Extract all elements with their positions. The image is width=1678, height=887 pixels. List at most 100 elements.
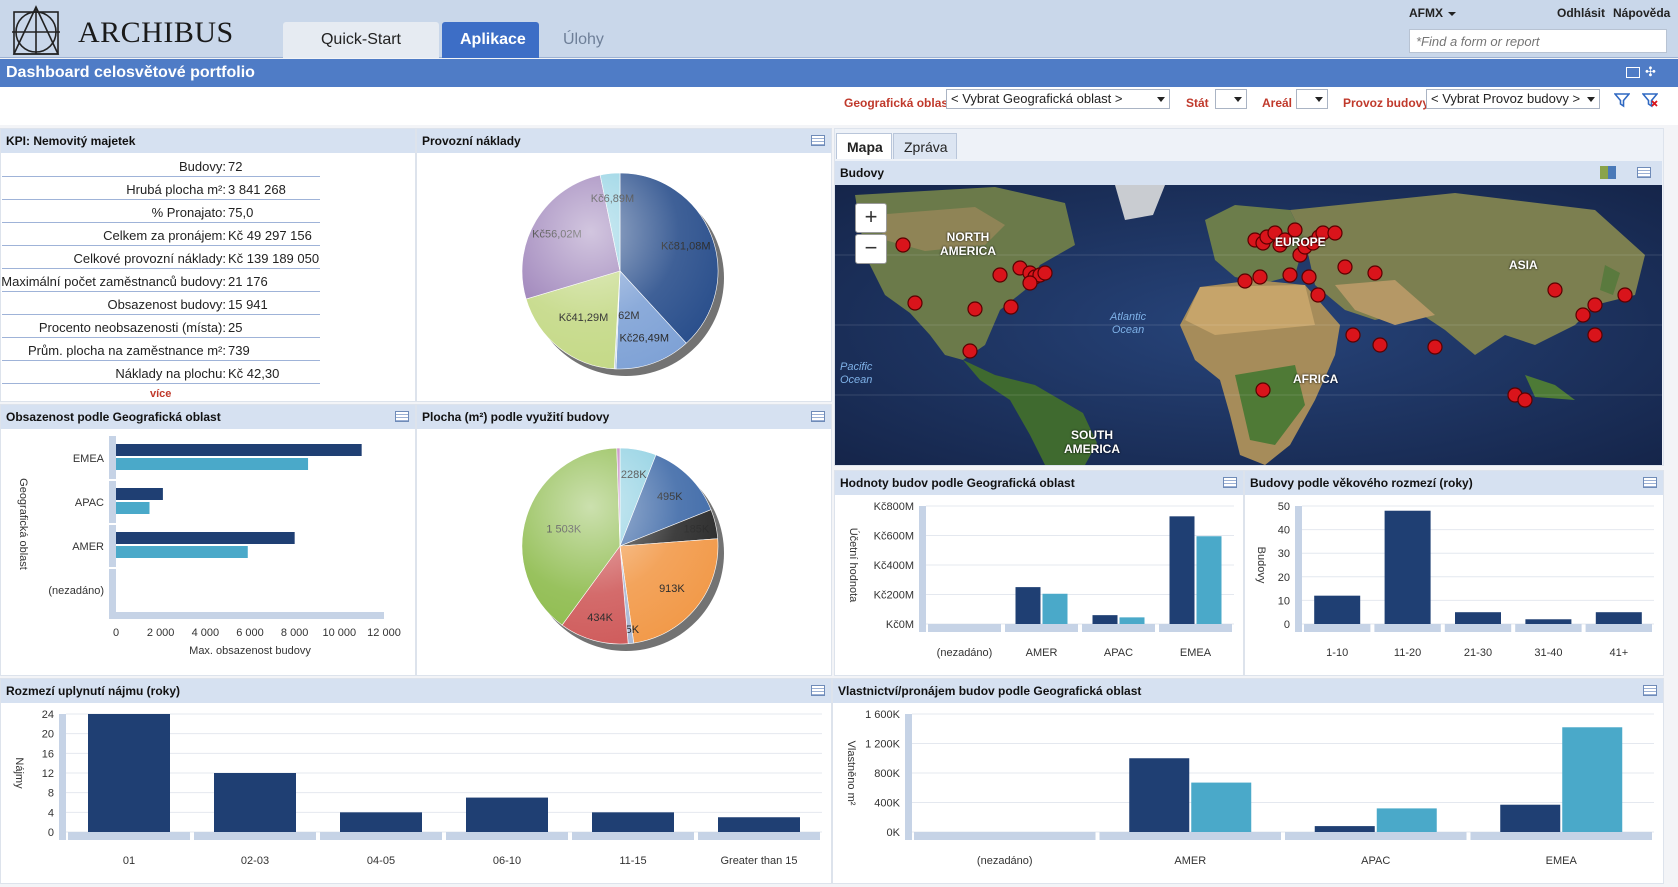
axis-bar [1515,624,1582,632]
axis-bar [914,832,1096,840]
grid-view-icon[interactable] [1643,685,1657,696]
bar [1129,758,1190,832]
kpi-label: Obsazenost budovy: [107,297,226,312]
map-label-africa: AFRICA [1293,372,1339,386]
building-marker [895,237,911,253]
layers-icon[interactable] [1600,166,1616,179]
pie-gloss [522,173,718,369]
building-marker [967,301,983,317]
mail-icon[interactable] [1626,67,1640,78]
grid-view-icon[interactable] [1223,477,1237,488]
kpi-value: Kč 139 189 050 [228,251,320,266]
bar [1196,536,1222,624]
kpi-label: Prům. plocha na zaměstnance m²: [28,343,226,358]
kpi-value: Kč 42,30 [228,366,280,381]
tick-label: 50 [1278,501,1290,513]
tab-applications[interactable]: Aplikace [442,22,539,58]
bar [1525,619,1572,624]
filter-label-site: Areál [1262,96,1293,110]
kpi-row: Náklady na plochu: Kč 42,30 [2,362,320,384]
grid-view-icon[interactable] [395,411,409,422]
category-label: (nezadáno) [937,647,993,659]
category-label: 11-20 [1394,647,1421,659]
category-label: AMER [72,541,104,553]
axis-label: Vlastněno m² [845,741,857,806]
grid-view-icon[interactable] [811,135,825,146]
category-label: 21-30 [1464,647,1492,659]
map-label-atlantic: Atlantic Ocean [1110,311,1147,336]
kpi-panel: KPI: Nemovitý majetek [0,128,416,402]
tick-label: 20 [42,729,54,741]
category-label: Greater than 15 [720,855,797,867]
clear-filter-icon[interactable] [1642,92,1658,108]
map-label-pacific: Pacific Ocean [840,361,873,386]
values-bar-chart: Kč0M Kč200M Kč400M Kč600M Kč800M (nezadáno) AM… [847,501,1234,659]
grid-view-icon[interactable] [1637,167,1651,178]
bar [592,812,674,832]
tab-quick-start-home[interactable]: Quick-Start Home [283,22,439,84]
building-marker [1255,382,1271,398]
building-marker [1327,225,1343,241]
grid-view-icon[interactable] [811,411,825,422]
building-marker [1287,222,1303,238]
country-select[interactable] [1215,89,1247,109]
axis-label: Geografická oblast [17,478,29,570]
category-label: APAC [1361,855,1390,867]
axis-bar [59,714,66,840]
tick-label: 1 600K [865,709,901,721]
tools-icon[interactable]: ✣ [1645,64,1656,79]
filter-icon[interactable] [1614,92,1630,108]
area-use-pie-chart: 228K495K185K913K35K434K1 503K [521,447,724,651]
pie-gloss [522,448,718,644]
occupancy-bar-chart: EMEA APAC AMER (nezadáno) 0 2 000 4 000 6 000 8 … [17,436,401,657]
zoom-out-button[interactable]: − [855,234,887,264]
help-link[interactable]: Nápověda [1613,6,1671,20]
bar [718,817,800,832]
logout-link[interactable]: Odhlásit [1557,6,1606,20]
op-costs-panel-title: Provozní náklady [417,129,831,153]
site-select[interactable] [1296,89,1328,109]
kpi-value: 3 841 268 [228,182,286,197]
region-select[interactable]: < Vybrat Geografická oblast > [946,89,1170,109]
axis-bar [572,832,694,840]
tab-map[interactable]: Mapa [836,133,892,159]
archibus-logo-icon[interactable] [8,4,238,56]
grid-view-icon[interactable] [1643,477,1657,488]
kpi-row: Celkové provozní náklady: Kč 139 189 050 [2,247,320,269]
category-label: 1-10 [1326,647,1348,659]
user-menu[interactable]: AFMX [1409,6,1457,20]
own-panel: Vlastnictví/pronájem budov podle Geograf… [832,678,1664,884]
bar [1455,612,1501,624]
map-panel-title: Budovy [835,161,1662,185]
bar [1169,516,1195,624]
building-marker [1310,287,1326,303]
grid-view-icon[interactable] [811,685,825,696]
axis-bar [698,832,820,840]
bar [1314,826,1375,832]
world-map[interactable] [835,185,1662,465]
building-marker [1427,339,1443,355]
tab-tasks[interactable]: Úlohy [545,22,615,78]
building-marker [1345,327,1361,343]
axis-bar [1374,624,1441,632]
building-marker [1587,297,1603,313]
tick-label: Kč400M [874,560,914,572]
tick-label: 0 [48,827,54,839]
top-header: ARCHIBUS Quick-Start Home Aplikace Úlohy… [0,0,1678,84]
search-input[interactable] [1409,29,1667,53]
axis-bar [194,832,316,840]
zoom-in-button[interactable]: + [855,203,887,233]
bar [1015,587,1041,624]
tab-report[interactable]: Zpráva [893,133,957,159]
more-link[interactable]: více [150,388,172,400]
tick-label: 4 [48,807,54,819]
bar [1595,612,1642,624]
kpi-label: % Pronajato: [151,205,226,220]
operation-select[interactable]: < Vybrat Provoz budovy > [1426,89,1600,109]
building-marker [1517,392,1533,408]
axis-bar [905,714,912,840]
tick-label: 800K [874,768,900,780]
category-label: AMER [1174,855,1206,867]
tab-tasks-label: Úlohy [563,31,604,48]
building-marker [1252,269,1268,285]
